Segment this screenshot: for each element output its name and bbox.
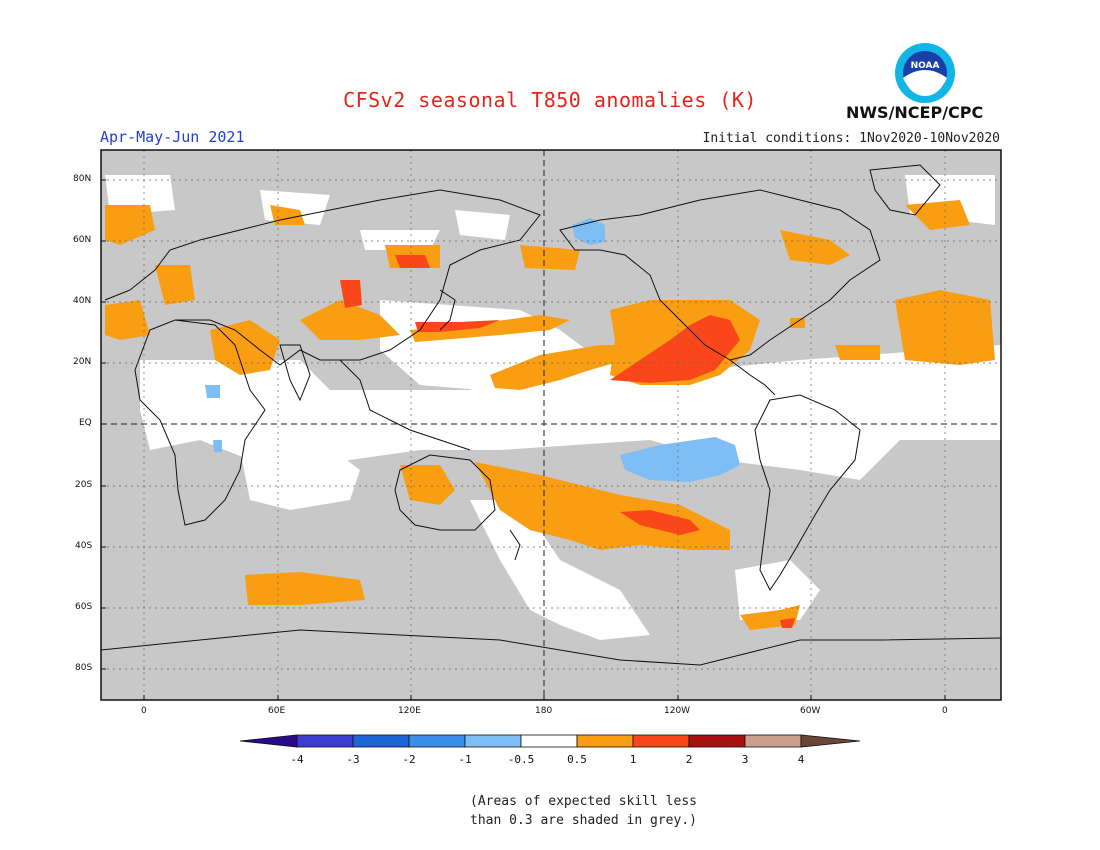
red-antarctic-tip bbox=[780, 618, 795, 628]
red-northeast-pacific bbox=[610, 315, 740, 383]
colorbar-swatch-3-4 bbox=[744, 734, 802, 748]
orange-southern-ocean bbox=[245, 572, 365, 605]
lat-label-60s: 60S bbox=[75, 602, 93, 612]
coast-north-america bbox=[559, 189, 881, 361]
skill-note: (Areas of expected skill less than 0.3 a… bbox=[470, 792, 730, 830]
skill-note-line1: (Areas of expected skill less bbox=[470, 794, 697, 809]
lat-label-80s: 80S bbox=[75, 663, 93, 673]
white-south-atlantic bbox=[735, 560, 820, 620]
orange-pacific-streak bbox=[410, 315, 570, 342]
lon-label-60e: 60E bbox=[268, 706, 286, 716]
white-tropical-band bbox=[140, 345, 1001, 480]
logo-text: NOAA bbox=[911, 61, 940, 71]
lon-label-120w: 120W bbox=[664, 706, 691, 716]
orange-north-america bbox=[780, 200, 970, 265]
orange-subtropical-arc bbox=[490, 345, 640, 390]
orange-west-atlantic bbox=[790, 318, 880, 360]
red-south-pacific bbox=[620, 510, 700, 535]
blue-equatorial-pacific bbox=[620, 437, 740, 482]
colorbar-swatch-minus1-minus05 bbox=[464, 734, 522, 748]
red-siberia bbox=[340, 255, 430, 308]
graticule bbox=[101, 150, 1001, 700]
colorbar-swatch-minus4-minus3 bbox=[296, 734, 354, 748]
colorbar-label: -1 bbox=[458, 753, 472, 766]
coast-eurasia bbox=[104, 189, 541, 366]
white-indian-ocean bbox=[240, 440, 360, 510]
coast-se-asia bbox=[339, 359, 471, 451]
noaa-logo: NOAA bbox=[895, 43, 955, 103]
coast-antarctica bbox=[101, 629, 1001, 666]
anomaly-fields bbox=[105, 175, 1001, 640]
orange-east-asia bbox=[300, 300, 400, 340]
coast-greenland bbox=[869, 164, 941, 216]
coast-japan bbox=[439, 289, 456, 331]
red-pacific-streak bbox=[415, 320, 500, 332]
lat-label-20n: 20N bbox=[73, 357, 92, 367]
orange-australia bbox=[400, 465, 455, 505]
lat-label-40n: 40N bbox=[73, 296, 92, 306]
colorbar-swatch-lt-minus4 bbox=[239, 734, 298, 748]
colorbar-swatch-minus3-minus2 bbox=[352, 734, 410, 748]
reference-lines bbox=[101, 150, 1001, 700]
coastlines bbox=[101, 164, 1001, 666]
colorbar-swatch-2-3 bbox=[688, 734, 746, 748]
lat-label-eq: EQ bbox=[79, 418, 92, 428]
tick-marks bbox=[101, 179, 946, 700]
lat-label-20s: 20S bbox=[75, 480, 93, 490]
colorbar-swatch-gt-4 bbox=[800, 734, 861, 748]
lon-label-180: 180 bbox=[535, 706, 553, 716]
lon-label-60w: 60W bbox=[800, 706, 821, 716]
white-south-pacific bbox=[470, 500, 650, 640]
colorbar-swatch-minus2-minus1 bbox=[408, 734, 466, 748]
colorbar-label: -3 bbox=[346, 753, 360, 766]
colorbar-label: 0.5 bbox=[567, 753, 587, 766]
coast-south-america bbox=[754, 394, 861, 591]
lat-label-40s: 40S bbox=[75, 541, 93, 551]
coast-india bbox=[279, 344, 311, 402]
colorbar-swatch-neutral bbox=[520, 734, 578, 748]
coast-central-america bbox=[729, 359, 776, 396]
orange-north-atlantic bbox=[895, 290, 995, 365]
lon-label-0-east: 0 bbox=[942, 706, 948, 716]
lon-label-120e: 120E bbox=[398, 706, 421, 716]
colorbar-swatch-05-1 bbox=[576, 734, 634, 748]
colorbar-label: 2 bbox=[685, 753, 693, 766]
coast-australia bbox=[394, 454, 496, 531]
agency-label: NWS/NCEP/CPC bbox=[846, 103, 984, 122]
initial-conditions: Initial conditions: 1Nov2020-10Nov2020 bbox=[702, 131, 1000, 146]
colorbar bbox=[239, 734, 861, 748]
lon-label-0: 0 bbox=[141, 706, 147, 716]
skill-note-line2: than 0.3 are shaded in grey.) bbox=[470, 813, 697, 828]
colorbar-label: -2 bbox=[402, 753, 416, 766]
colorbar-label: -4 bbox=[290, 753, 304, 766]
coast-nz bbox=[509, 529, 521, 561]
coast-africa bbox=[134, 319, 266, 526]
colorbar-label: -0.5 bbox=[507, 753, 535, 766]
forecast-period: Apr-May-Jun 2021 bbox=[100, 128, 245, 146]
orange-europe bbox=[105, 205, 195, 340]
blue-africa bbox=[205, 385, 222, 452]
map-title: CFSv2 seasonal T850 anomalies (K) bbox=[343, 88, 757, 112]
colorbar-label: 4 bbox=[797, 753, 805, 766]
orange-middle-east bbox=[210, 320, 280, 375]
lat-label-60n: 60N bbox=[73, 235, 92, 245]
colorbar-swatch-1-2 bbox=[632, 734, 690, 748]
map-frame bbox=[100, 149, 1002, 701]
colorbar-label: 3 bbox=[741, 753, 749, 766]
lat-label-80n: 80N bbox=[73, 174, 92, 184]
colorbar-label: 1 bbox=[629, 753, 637, 766]
